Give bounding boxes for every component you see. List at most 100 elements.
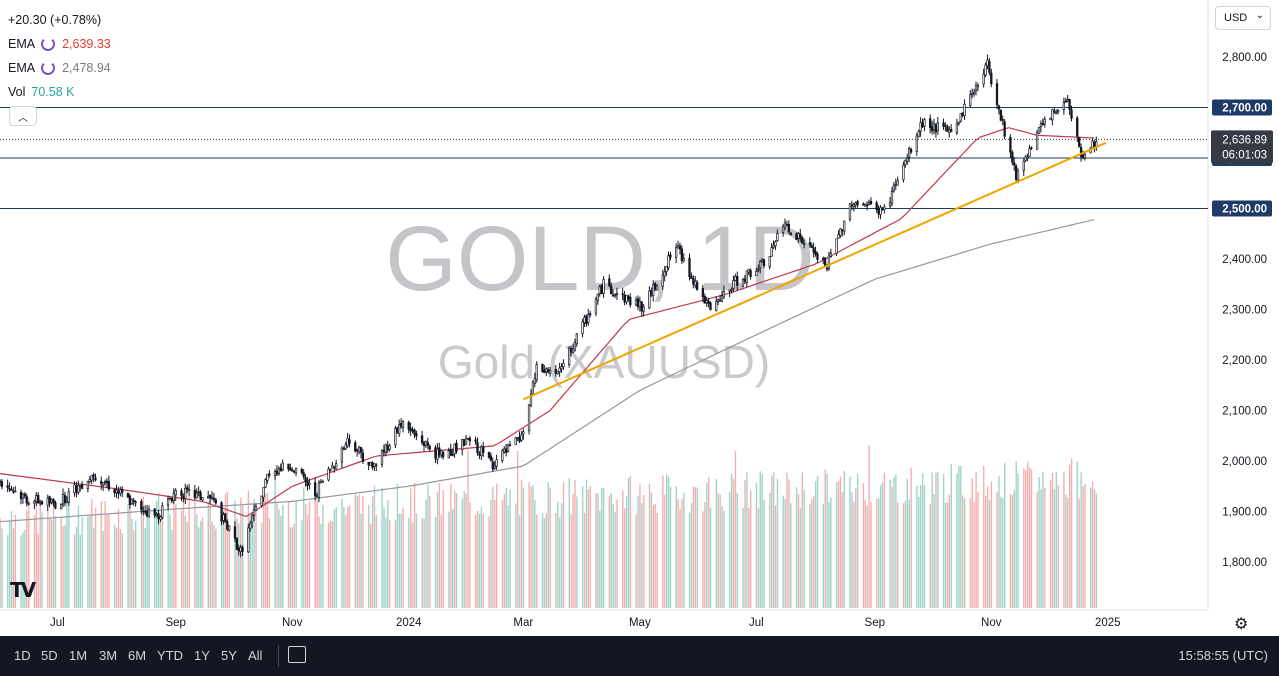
tradingview-logo-icon[interactable]: TV [10, 578, 36, 602]
candle-body [54, 502, 57, 509]
volume-bar [883, 472, 886, 608]
volume-bar [167, 501, 169, 608]
volume-bar [918, 496, 920, 608]
volume-bar [316, 499, 318, 608]
candle-body [121, 488, 124, 493]
candle-body [881, 207, 884, 211]
candle-body [487, 451, 491, 458]
volume-bar [1028, 467, 1031, 608]
timeframe-5y[interactable]: 5Y [221, 648, 237, 663]
volume-bar [851, 492, 853, 608]
clock[interactable]: 15:58:55 (UTC) [1178, 648, 1268, 663]
volume-bar [469, 502, 471, 608]
candle-body [865, 204, 869, 207]
timeframe-ytd[interactable]: YTD [157, 648, 183, 663]
candle-body [783, 222, 787, 229]
timeframe-5d[interactable]: 5D [41, 648, 58, 663]
volume-bar [492, 486, 494, 608]
volume-bar [79, 534, 82, 608]
ema-slow-label: EMA [8, 61, 36, 75]
volume-bar [730, 474, 733, 608]
candle-body [300, 469, 303, 473]
candle-body [1013, 162, 1016, 166]
timeframe-1m[interactable]: 1M [69, 648, 88, 663]
candle-body [678, 245, 682, 250]
candle-body [810, 245, 813, 248]
candle-body [749, 270, 752, 278]
candle-body [277, 468, 281, 474]
ema-fast-row[interactable]: EMA 2,639.33 [8, 32, 111, 56]
candle-body [21, 493, 25, 499]
candle-body [436, 448, 439, 460]
candle-body [222, 514, 225, 521]
volume-bar [920, 485, 922, 608]
candle-body [346, 438, 349, 447]
candle-body [1077, 136, 1081, 147]
countdown-label: 06:01:03 [1222, 149, 1267, 161]
candle-body [249, 522, 252, 529]
y-tick-label: 2,300.00 [1222, 305, 1267, 317]
candle-body [61, 494, 65, 505]
volume-bar [49, 518, 51, 608]
candle-body [8, 488, 11, 490]
candle-body [795, 233, 798, 240]
candle-body [103, 481, 107, 484]
candle-body [1081, 154, 1085, 158]
candle-body [520, 434, 523, 441]
candle-body [929, 118, 932, 128]
timeframe-3m[interactable]: 3M [99, 648, 118, 663]
candle-body [674, 246, 678, 258]
volume-bar [224, 494, 227, 608]
volume-bar [830, 497, 832, 608]
gear-icon[interactable]: ⚙ [1234, 616, 1249, 633]
calendar-range-icon[interactable] [288, 646, 306, 663]
volume-row[interactable]: Vol 70.58 K [8, 80, 111, 104]
volume-bar [387, 500, 389, 608]
volume-bar [1067, 497, 1069, 608]
timeframe-1d[interactable]: 1D [14, 648, 31, 663]
level-tag-label: 2,700.00 [1222, 103, 1267, 115]
volume-bar [289, 527, 292, 608]
volume-bar [996, 491, 998, 608]
candle-body [745, 270, 748, 283]
candle-body [990, 72, 993, 85]
x-tick-label: 2024 [396, 617, 422, 629]
volume-bar [881, 482, 884, 608]
volume-bar [276, 503, 278, 608]
volume-bar [532, 484, 534, 608]
candle-body [1070, 109, 1073, 119]
candle-body [59, 504, 63, 510]
timeframe-6m[interactable]: 6M [128, 648, 147, 663]
volume-bar [973, 501, 975, 608]
candle-body [420, 435, 424, 444]
volume-bar [184, 515, 187, 608]
candle-body [90, 475, 93, 481]
ema-slow-row[interactable]: EMA 2,478.94 [8, 56, 111, 80]
volume-bar [515, 503, 517, 608]
candle-body [717, 298, 720, 302]
candle-body [193, 490, 196, 498]
volume-bar [809, 504, 811, 608]
volume-bar [461, 498, 464, 608]
collapse-legend-button[interactable]: ︿ [9, 106, 37, 126]
candle-body [107, 481, 111, 490]
volume-bar [135, 520, 137, 608]
volume-bar [962, 495, 964, 608]
volume-bar [788, 479, 790, 608]
candle-body [168, 497, 172, 500]
volume-bar [222, 510, 225, 608]
volume-bar [169, 514, 171, 608]
volume-bar [1025, 469, 1027, 608]
candle-body [306, 481, 309, 487]
volume-bar [423, 518, 425, 608]
volume-bar [452, 508, 454, 608]
volume-bar [517, 450, 519, 608]
volume-bar [448, 511, 450, 608]
volume-bar [935, 472, 937, 608]
volume-bar [226, 491, 229, 608]
timeframe-1y[interactable]: 1Y [194, 648, 210, 663]
candle-body [680, 248, 684, 262]
timeframe-all[interactable]: All [248, 648, 263, 663]
currency-selector[interactable]: USD ⌄ [1215, 6, 1271, 30]
